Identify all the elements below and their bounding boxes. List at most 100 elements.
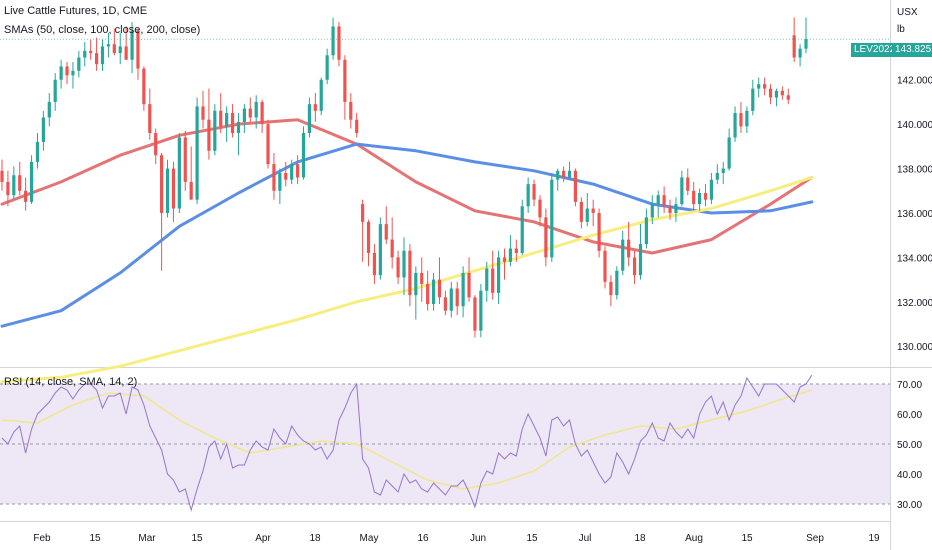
candle-body <box>550 179 554 258</box>
candle <box>638 224 643 280</box>
candle-body <box>721 168 725 174</box>
candle-body <box>514 248 518 253</box>
candle-body <box>242 108 246 122</box>
candle-body <box>792 35 796 58</box>
candle <box>532 179 536 207</box>
candle <box>402 237 406 296</box>
candle-body <box>621 239 625 271</box>
candle-body <box>24 190 28 202</box>
candle <box>248 97 252 122</box>
candle <box>325 48 329 85</box>
candle <box>278 168 282 205</box>
candle-body <box>562 170 566 178</box>
rsi-tick: 40.00 <box>897 470 922 481</box>
candle-body <box>130 30 134 60</box>
time-tick: May <box>360 533 379 544</box>
candle-body <box>496 257 501 293</box>
candle-body <box>520 206 524 253</box>
candle <box>632 250 637 285</box>
sma-lines <box>0 118 814 384</box>
candle <box>496 250 501 305</box>
rsi-tick: 60.00 <box>897 410 922 421</box>
candle <box>502 248 507 280</box>
candle <box>106 33 111 58</box>
candle <box>154 128 158 165</box>
candle-body <box>502 257 507 262</box>
candle-body <box>733 113 737 138</box>
rsi-legend: RSI (14, close, SMA, 14, 2) <box>4 376 138 388</box>
candle-body <box>290 164 294 180</box>
candle <box>674 197 678 222</box>
candle <box>751 79 755 116</box>
candle <box>183 130 187 191</box>
candle <box>337 21 341 67</box>
candle-body <box>100 46 105 65</box>
candle-body <box>709 179 714 200</box>
time-tick: 15 <box>191 533 203 544</box>
candle-body <box>230 113 235 134</box>
candle <box>591 199 595 227</box>
candle <box>485 261 489 302</box>
price-unit-bottom: lb <box>897 24 905 35</box>
candle-body <box>768 88 773 98</box>
candle-body <box>148 104 152 134</box>
candle <box>473 295 477 338</box>
candle <box>461 266 465 318</box>
candle <box>573 168 578 207</box>
candle-body <box>573 170 578 202</box>
candle <box>12 166 16 200</box>
candle-body <box>532 184 536 200</box>
candle-body <box>609 281 613 296</box>
candle <box>621 230 625 276</box>
candle <box>307 97 312 138</box>
candle-body <box>632 257 637 276</box>
candle-body <box>6 181 10 196</box>
candle-body <box>177 137 181 209</box>
candle <box>53 73 57 111</box>
sma-200-line <box>0 175 814 384</box>
candle-body <box>195 106 199 200</box>
candle-body <box>136 30 140 69</box>
candle <box>160 153 164 271</box>
candle-body <box>189 181 193 200</box>
candle-body <box>378 224 382 276</box>
candle-body <box>414 272 418 296</box>
sma-legend: SMAs (50, close, 100, close, 200, close) <box>4 24 201 36</box>
candle <box>254 95 258 129</box>
candle-body <box>301 133 306 178</box>
candle-body <box>59 66 63 80</box>
sma-100-line <box>0 142 814 328</box>
candle <box>656 190 660 218</box>
candle-body <box>384 224 388 240</box>
symbol-badge: LEV2022 <box>851 43 899 57</box>
candle-body <box>313 104 317 111</box>
candle <box>556 168 560 191</box>
candle-body <box>225 113 229 127</box>
candle <box>142 66 146 111</box>
candle <box>514 239 518 262</box>
candle-body <box>12 175 16 196</box>
candle-body <box>372 252 377 276</box>
candle <box>236 113 241 156</box>
candle-body <box>402 250 406 278</box>
candle <box>372 244 377 285</box>
candle <box>266 119 270 169</box>
candle <box>426 270 430 311</box>
candle <box>118 33 122 65</box>
candle-body <box>591 208 595 213</box>
candle <box>290 159 294 185</box>
candle <box>479 284 483 338</box>
rsi-lines <box>1 374 813 512</box>
candle-body <box>355 119 359 134</box>
candle-body <box>603 250 607 282</box>
candle <box>59 59 63 89</box>
candle <box>774 88 779 107</box>
time-axis-ticks: Feb 15 Mar 15 Apr 18 May 16 Jun 15 Jul 1… <box>33 533 880 544</box>
candle <box>680 170 684 207</box>
time-tick: 19 <box>868 533 880 544</box>
time-tick: 18 <box>309 533 321 544</box>
candle <box>627 221 631 267</box>
candle <box>692 181 696 211</box>
candle-body <box>396 257 400 278</box>
